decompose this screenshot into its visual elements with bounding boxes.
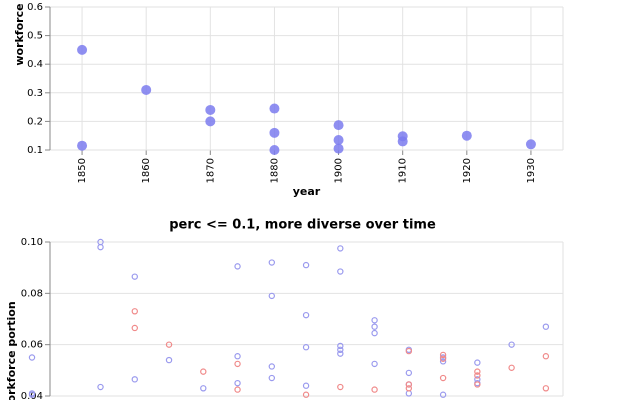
y-tick-label: 0.6 bbox=[27, 2, 43, 13]
data-point bbox=[77, 44, 88, 55]
data-point bbox=[508, 364, 515, 371]
data-point bbox=[131, 324, 138, 332]
data-point bbox=[234, 360, 241, 368]
data-point bbox=[397, 136, 408, 147]
data-point bbox=[302, 391, 310, 398]
data-point bbox=[542, 353, 550, 360]
y-tick-label: 0.4 bbox=[27, 59, 43, 70]
data-point bbox=[234, 353, 241, 360]
data-point bbox=[28, 391, 36, 398]
data-point bbox=[77, 140, 88, 151]
data-point bbox=[302, 311, 310, 319]
data-point bbox=[234, 386, 241, 393]
y-tick-label: 0.5 bbox=[27, 31, 43, 42]
data-point bbox=[405, 369, 413, 377]
data-point bbox=[333, 143, 344, 154]
data-point bbox=[333, 120, 344, 131]
x-tick-label: 1930 bbox=[526, 158, 537, 183]
data-point bbox=[405, 347, 413, 355]
y-tick-label: 0.2 bbox=[27, 116, 43, 127]
data-point bbox=[542, 323, 550, 330]
data-point bbox=[165, 341, 173, 348]
data-point bbox=[302, 344, 310, 351]
data-point bbox=[371, 386, 378, 393]
data-point bbox=[141, 84, 152, 95]
data-point bbox=[542, 385, 550, 392]
data-point bbox=[268, 292, 276, 300]
data-point bbox=[405, 390, 413, 397]
data-point bbox=[474, 359, 481, 366]
y-tick-label: 0.06 bbox=[21, 340, 43, 351]
data-point bbox=[461, 130, 472, 141]
x-tick-label: 1870 bbox=[205, 158, 216, 183]
data-point bbox=[439, 355, 447, 362]
y-tick-label: 0.10 bbox=[21, 237, 43, 248]
y-tick-label: 0.08 bbox=[21, 288, 43, 299]
data-point bbox=[371, 317, 378, 324]
x-axis-title: year bbox=[293, 185, 321, 198]
data-point bbox=[97, 383, 104, 391]
y-tick-label: 0.3 bbox=[27, 88, 43, 99]
data-point bbox=[337, 383, 344, 391]
data-point bbox=[268, 259, 276, 266]
data-point bbox=[371, 329, 378, 337]
data-point bbox=[405, 381, 413, 388]
data-point bbox=[200, 385, 207, 392]
data-point bbox=[200, 368, 207, 375]
data-point bbox=[165, 356, 173, 364]
data-point bbox=[234, 263, 241, 270]
data-point bbox=[97, 243, 104, 251]
data-point bbox=[474, 368, 481, 375]
data-point bbox=[508, 341, 515, 348]
data-point bbox=[474, 381, 481, 388]
data-point bbox=[131, 376, 138, 383]
data-point bbox=[302, 261, 310, 269]
data-point bbox=[205, 104, 216, 115]
data-point bbox=[337, 350, 344, 357]
chart-title: perc <= 0.1, more diverse over time bbox=[169, 218, 436, 233]
x-tick-label: 1850 bbox=[77, 158, 88, 183]
data-point bbox=[474, 372, 481, 379]
data-point bbox=[337, 245, 344, 252]
data-point bbox=[269, 103, 280, 114]
data-point bbox=[439, 358, 447, 365]
data-point bbox=[131, 308, 138, 315]
data-point bbox=[234, 379, 241, 387]
data-point bbox=[439, 391, 447, 398]
y-tick-label: 0.1 bbox=[27, 145, 43, 156]
data-point bbox=[337, 268, 344, 275]
data-point bbox=[131, 273, 138, 280]
data-point bbox=[28, 354, 36, 361]
data-point bbox=[269, 127, 280, 138]
data-point bbox=[371, 360, 378, 368]
x-tick-label: 1860 bbox=[141, 158, 152, 183]
data-point bbox=[439, 351, 447, 359]
x-tick-label: 1880 bbox=[269, 158, 280, 183]
x-tick-label: 1910 bbox=[398, 158, 409, 183]
data-point bbox=[337, 342, 344, 350]
data-point bbox=[302, 382, 310, 389]
x-tick-label: 1900 bbox=[334, 158, 345, 183]
data-point bbox=[268, 363, 276, 370]
data-point bbox=[405, 385, 413, 392]
y-axis-title: workforce portion bbox=[13, 0, 26, 66]
data-point bbox=[337, 346, 344, 353]
data-point bbox=[268, 374, 276, 382]
x-tick-label: 1920 bbox=[462, 158, 473, 183]
data-point bbox=[371, 323, 378, 330]
data-point bbox=[439, 374, 447, 382]
y-axis-title: workforce portion bbox=[5, 301, 18, 400]
data-point bbox=[205, 116, 216, 127]
data-point bbox=[333, 134, 344, 145]
data-point bbox=[525, 139, 536, 150]
data-point bbox=[269, 145, 280, 155]
